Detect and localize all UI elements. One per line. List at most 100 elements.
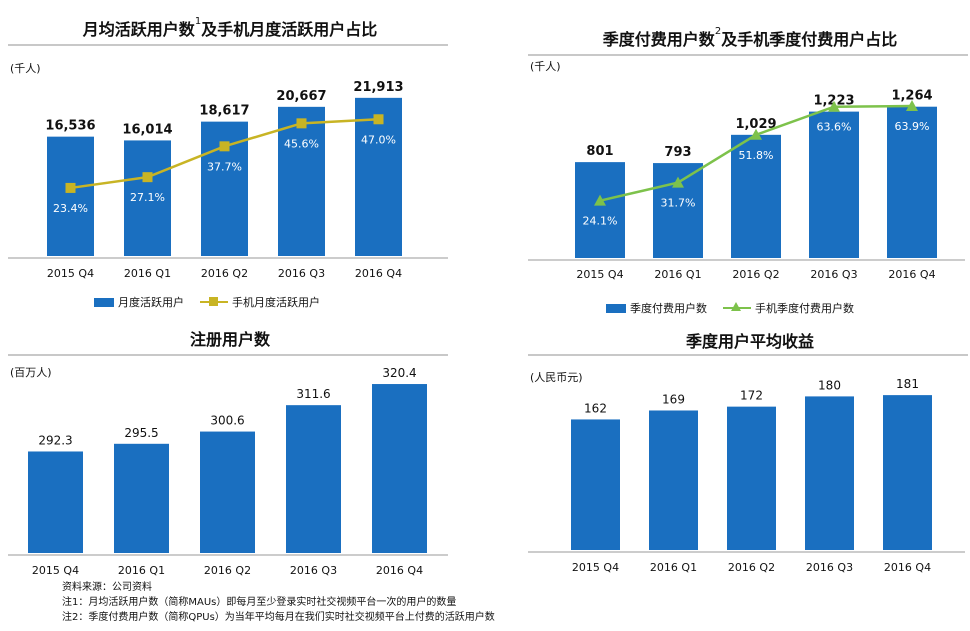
reg-bar-0 bbox=[28, 451, 83, 553]
qpu-bar-2 bbox=[731, 134, 781, 258]
arpu-bar-label-1: 169 bbox=[662, 392, 685, 406]
mau-category-3: 2016 Q3 bbox=[278, 267, 325, 280]
qpu-category-2: 2016 Q2 bbox=[732, 268, 779, 281]
mau-bar-1 bbox=[124, 140, 171, 256]
arpu-category-0: 2015 Q4 bbox=[572, 561, 619, 574]
reg-bar-2 bbox=[200, 431, 255, 553]
reg-bar-4 bbox=[372, 384, 427, 553]
mau-bar-label-4: 21,913 bbox=[353, 80, 403, 95]
qpu-line-marker-4 bbox=[906, 100, 918, 112]
qpu-chart-title: 季度付费用户数2及手机季度付费用户占比 bbox=[602, 26, 898, 49]
mau-line-marker-0 bbox=[65, 182, 76, 193]
mau-bar-3 bbox=[278, 106, 325, 257]
qpu-category-0: 2015 Q4 bbox=[576, 268, 623, 281]
arpu-category-1: 2016 Q1 bbox=[650, 561, 697, 574]
reg-category-2: 2016 Q2 bbox=[204, 564, 251, 577]
mau-legend-line-swatch bbox=[200, 297, 228, 306]
qpu-line-label-4: 63.9% bbox=[895, 120, 930, 133]
qpu-line-marker-2 bbox=[750, 128, 762, 140]
footnotes: 资料来源：公司资料 注1：月均活跃用户数（简称MAUs）即每月至少登录实时社交视… bbox=[62, 580, 495, 625]
arpu-category-2: 2016 Q2 bbox=[728, 561, 775, 574]
mau-chart: 16,536 2015 Q4 16,014 2016 Q1 18,617 2016 Q2 2… bbox=[8, 80, 448, 280]
mau-line-label-3: 45.6% bbox=[284, 137, 319, 150]
mau-line-marker-4 bbox=[373, 114, 384, 125]
reg-category-3: 2016 Q3 bbox=[290, 564, 337, 577]
qpu-bar-label-1: 793 bbox=[664, 145, 691, 160]
qpu-line-marker-0 bbox=[594, 194, 606, 206]
qpu-legend-bar-label: 季度付费用户数 bbox=[630, 302, 707, 315]
mau-bar-label-3: 20,667 bbox=[276, 89, 326, 104]
mau-legend-bar-label: 月度活跃用户 bbox=[118, 296, 184, 309]
qpu-line-marker-3 bbox=[828, 100, 840, 112]
arpu-title-rule bbox=[528, 354, 968, 356]
mau-line-label-1: 27.1% bbox=[130, 191, 165, 204]
arpu-bar-label-0: 162 bbox=[584, 401, 607, 415]
arpu-chart-title: 季度用户平均收益 bbox=[685, 332, 814, 351]
arpu-category-3: 2016 Q3 bbox=[806, 561, 853, 574]
arpu-chart: 162 2015 Q4 169 2016 Q1 172 2016 Q2 180 2016 Q3… bbox=[528, 377, 965, 574]
mau-category-1: 2016 Q1 bbox=[124, 267, 171, 280]
reg-chart-title: 注册用户数 bbox=[189, 330, 270, 349]
mau-category-4: 2016 Q4 bbox=[355, 267, 402, 280]
arpu-bar-label-2: 172 bbox=[740, 389, 763, 403]
qpu-legend-bar-swatch bbox=[606, 303, 626, 313]
reg-unit-label: (百万人) bbox=[10, 366, 52, 379]
qpu-line-label-3: 63.6% bbox=[817, 121, 852, 134]
arpu-bar-3 bbox=[805, 396, 854, 550]
arpu-category-4: 2016 Q4 bbox=[884, 561, 931, 574]
arpu-bar-2 bbox=[727, 406, 776, 550]
qpu-bar-4 bbox=[887, 106, 937, 258]
qpu-line-label-1: 31.7% bbox=[661, 197, 696, 210]
mau-line-marker-3 bbox=[296, 118, 307, 129]
qpu-legend: 季度付费用户数 手机季度付费用户数 bbox=[606, 300, 854, 316]
arpu-bar-label-4: 181 bbox=[896, 377, 919, 391]
mau-bar-label-1: 16,014 bbox=[122, 122, 172, 137]
qpu-category-3: 2016 Q3 bbox=[810, 268, 857, 281]
qpu-category-1: 2016 Q1 bbox=[654, 268, 701, 281]
note-1: 注1：月均活跃用户数（简称MAUs）即每月至少登录实时社交视频平台一次的用户的数… bbox=[62, 597, 457, 608]
mau-line-label-4: 47.0% bbox=[361, 133, 396, 146]
arpu-bar-label-3: 180 bbox=[818, 378, 841, 392]
reg-category-0: 2015 Q4 bbox=[32, 564, 79, 577]
qpu-category-4: 2016 Q4 bbox=[888, 268, 935, 281]
arpu-bar-1 bbox=[649, 410, 698, 550]
mau-legend-bar-swatch bbox=[94, 297, 114, 307]
reg-bar-label-1: 295.5 bbox=[124, 426, 158, 440]
mau-legend: 月度活跃用户 手机月度活跃用户 bbox=[94, 294, 320, 310]
mau-bar-label-2: 18,617 bbox=[199, 104, 249, 119]
mau-line-label-0: 23.4% bbox=[53, 202, 88, 215]
reg-bar-1 bbox=[114, 443, 169, 553]
qpu-bar-label-4: 1,264 bbox=[891, 89, 932, 104]
qpu-unit-label: (千人) bbox=[530, 60, 561, 73]
mau-title-rule bbox=[8, 44, 448, 46]
qpu-title-rule bbox=[528, 54, 968, 56]
mau-legend-line-label: 手机月度活跃用户 bbox=[232, 296, 320, 309]
reg-bar-3 bbox=[286, 405, 341, 553]
mau-line-marker-1 bbox=[142, 172, 153, 183]
mau-category-2: 2016 Q2 bbox=[201, 267, 248, 280]
arpu-bar-0 bbox=[571, 419, 620, 550]
reg-bar-label-3: 311.6 bbox=[296, 387, 330, 401]
qpu-line-label-2: 51.8% bbox=[739, 149, 774, 162]
mau-unit-label: (千人) bbox=[10, 62, 41, 75]
reg-bar-label-0: 292.3 bbox=[38, 433, 72, 447]
reg-category-4: 2016 Q4 bbox=[376, 564, 423, 577]
reg-chart: 292.3 2015 Q4 295.5 2016 Q1 300.6 2016 Q2 311.… bbox=[8, 366, 448, 577]
reg-bar-label-2: 300.6 bbox=[210, 414, 244, 428]
reg-title-rule bbox=[8, 354, 448, 356]
arpu-unit-label: (人民币元) bbox=[530, 371, 583, 384]
source-note: 资料来源：公司资料 bbox=[62, 582, 152, 593]
reg-bar-label-4: 320.4 bbox=[382, 366, 416, 380]
mau-line-marker-2 bbox=[219, 141, 230, 152]
qpu-bar-3 bbox=[809, 111, 859, 259]
mau-chart-title: 月均活跃用户数1及手机月度活跃用户占比 bbox=[82, 16, 378, 39]
qpu-bar-0 bbox=[575, 162, 625, 258]
mau-bar-label-0: 16,536 bbox=[45, 119, 95, 134]
qpu-bar-label-2: 1,029 bbox=[735, 117, 776, 132]
mau-bar-0 bbox=[47, 136, 94, 256]
mau-line-label-2: 37.7% bbox=[207, 160, 242, 173]
qpu-line-label-0: 24.1% bbox=[583, 215, 618, 228]
qpu-legend-line-label: 手机季度付费用户数 bbox=[755, 302, 854, 315]
arpu-bar-4 bbox=[883, 395, 932, 550]
